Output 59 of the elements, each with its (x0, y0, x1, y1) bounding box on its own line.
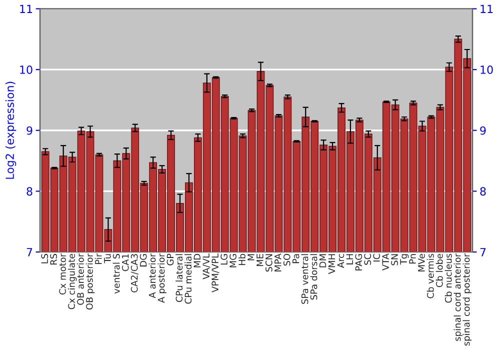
x-tick-label: SPa dorsal (310, 254, 318, 300)
x-tick-label: Pir (94, 253, 102, 264)
x-tick-label: LS (41, 254, 48, 264)
x-tick-label: M (248, 254, 254, 260)
x-tick-label: RS (50, 254, 57, 265)
x-tick-label: ventral S (112, 254, 120, 294)
x-tick-label: Arc (337, 254, 344, 268)
x-tick-label: SPa ventral (301, 254, 308, 304)
y2-tick-label: 7 (480, 248, 486, 256)
y-tick-label: 10 (20, 66, 32, 74)
x-tick-label: OB anterior (76, 253, 84, 305)
x-tick-label: CA2/CA3 (130, 254, 138, 292)
x-tick-label: Cx motor (59, 253, 66, 294)
x-tick-label: spinal cord anterior (454, 253, 463, 341)
x-tick-label: A posterior (158, 253, 166, 303)
x-tick-label: Tu (104, 254, 111, 264)
x-tick-label: Cx cingulate (68, 254, 77, 310)
x-tick-label: Cb nucleus (444, 254, 452, 303)
x-tick-label: SC (364, 254, 372, 265)
x-tick-label: MVe (418, 254, 425, 272)
x-tick-label: SCN (266, 254, 272, 272)
x-tick-label: VTA (382, 253, 389, 270)
x-tick-label: Hb (238, 254, 246, 266)
x-tick-label: SN (391, 254, 398, 266)
y-tick-label: 7 (26, 248, 32, 256)
y-axis-title: Log2 (expression) (5, 82, 16, 179)
y2-tick-label: 9 (480, 126, 486, 135)
x-tick-label: A anterior (148, 253, 156, 298)
x-tick-label: SO (283, 254, 290, 266)
y2-tick-label: 10 (480, 66, 493, 74)
x-tick-label: OB posterior (86, 253, 95, 310)
x-tick-label: CPu medial (184, 254, 192, 304)
x-tick-label: DM (319, 254, 326, 268)
x-tick-label: Tg (400, 254, 409, 265)
x-tick-label: Pn (409, 254, 416, 264)
x-tick-label: spinal cord posterior (462, 253, 472, 346)
x-tick-label: CA1 (122, 254, 129, 272)
x-tick-label: ME (256, 254, 264, 266)
x-tick-label: Pa (292, 254, 300, 264)
y2-tick-label: 11 (480, 4, 493, 13)
y-tick-label: 8 (26, 187, 32, 196)
y2-tick-label: 8 (480, 187, 486, 196)
x-tick-label: DG (140, 254, 147, 266)
x-tick-label: GP (166, 254, 174, 266)
x-tick-label: Cb vermis (426, 254, 434, 298)
x-tick-label: LG (220, 254, 228, 265)
y-tick-label: 9 (26, 126, 32, 135)
x-tick-label: MD (194, 254, 200, 268)
x-tick-label: LH (346, 254, 353, 264)
x-tick-label: VMH (328, 254, 336, 274)
x-tick-label: VPM/VPL (212, 253, 220, 292)
x-tick-label: PAG (355, 254, 362, 270)
x-tick-label: MPA (274, 253, 282, 272)
x-tick-label: Cb lobe (436, 254, 443, 288)
x-tick-label: VA/VL (202, 253, 210, 280)
y-tick-label: 11 (20, 4, 32, 13)
x-tick-label: MG (230, 254, 236, 268)
x-tick-label: CPu lateral (176, 254, 183, 302)
x-tick-label: IC (373, 254, 380, 262)
